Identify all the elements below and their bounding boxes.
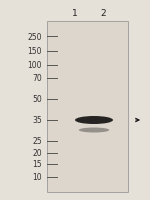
Bar <box>47 22 128 192</box>
Text: 15: 15 <box>32 160 42 169</box>
Text: 250: 250 <box>27 32 42 41</box>
Text: 10: 10 <box>32 173 42 182</box>
Text: 150: 150 <box>27 47 42 56</box>
Text: 2: 2 <box>100 9 106 18</box>
Text: 20: 20 <box>32 149 42 158</box>
Text: 100: 100 <box>27 61 42 70</box>
Text: 25: 25 <box>32 137 42 146</box>
Text: 1: 1 <box>72 9 78 18</box>
Ellipse shape <box>79 128 109 133</box>
Text: 50: 50 <box>32 95 42 104</box>
Text: 70: 70 <box>32 74 42 83</box>
Text: 35: 35 <box>32 116 42 125</box>
Ellipse shape <box>75 116 113 124</box>
